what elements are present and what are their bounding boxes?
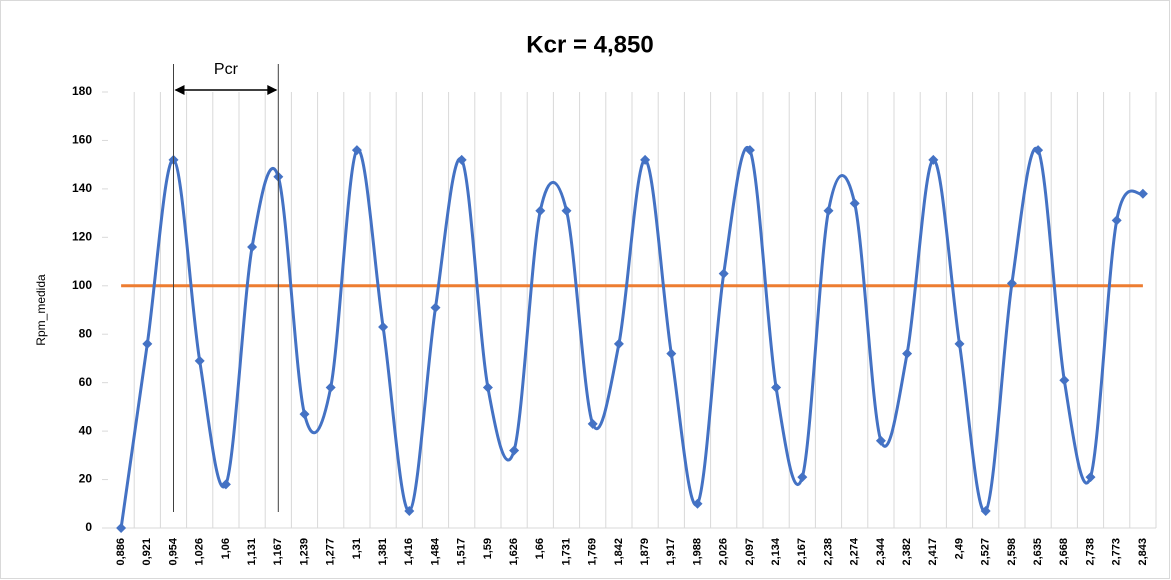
y-tick-label: 100 bbox=[72, 278, 92, 292]
marker bbox=[744, 145, 755, 156]
marker bbox=[561, 205, 572, 216]
x-tick-label: 2,635 bbox=[1032, 538, 1044, 566]
marker bbox=[325, 382, 336, 393]
marker bbox=[1059, 375, 1070, 386]
marker bbox=[116, 523, 127, 533]
marker bbox=[247, 242, 258, 253]
x-tick-label: 1,239 bbox=[298, 538, 310, 566]
x-tick-label: 1,59 bbox=[482, 538, 494, 559]
marker bbox=[299, 409, 310, 420]
y-tick-label: 80 bbox=[79, 326, 93, 340]
marker bbox=[640, 154, 651, 165]
x-tick-label: 0,921 bbox=[141, 538, 153, 566]
x-tick-label: 2,843 bbox=[1137, 538, 1149, 566]
x-tick-label: 2,598 bbox=[1006, 538, 1018, 566]
x-tick-label: 2,668 bbox=[1058, 538, 1070, 566]
marker bbox=[771, 382, 782, 393]
marker bbox=[980, 506, 991, 517]
series-line bbox=[119, 146, 1144, 529]
marker bbox=[797, 472, 808, 483]
x-tick-label: 1,842 bbox=[613, 538, 625, 566]
x-tick-label: 2,274 bbox=[849, 537, 861, 565]
x-tick-label: 2,167 bbox=[796, 538, 808, 566]
marker bbox=[587, 418, 598, 429]
marker bbox=[1033, 145, 1044, 156]
marker bbox=[430, 302, 441, 313]
marker bbox=[220, 479, 231, 490]
marker bbox=[404, 506, 415, 517]
x-tick-label: 2,238 bbox=[822, 538, 834, 566]
x-tick-label: 1,988 bbox=[691, 538, 703, 566]
marker bbox=[351, 145, 362, 156]
x-tick-label: 1,277 bbox=[325, 538, 337, 566]
y-tick-label: 140 bbox=[72, 181, 92, 195]
x-tick-label: 2,344 bbox=[875, 537, 887, 565]
marker bbox=[1111, 215, 1122, 226]
y-axis-label: Rpm_medida bbox=[34, 274, 48, 346]
marker bbox=[1085, 472, 1096, 483]
x-tick-label: 1,31 bbox=[351, 538, 363, 559]
y-tick-label: 0 bbox=[85, 520, 92, 534]
x-tick-label: 2,49 bbox=[953, 538, 965, 559]
y-tick-label: 180 bbox=[72, 84, 92, 98]
marker bbox=[535, 205, 546, 216]
marker bbox=[1006, 278, 1017, 289]
marker bbox=[718, 268, 729, 279]
y-tick-label: 120 bbox=[72, 230, 92, 244]
marker bbox=[823, 205, 834, 216]
x-tick-label: 1,626 bbox=[508, 538, 520, 566]
annotation: Pcr bbox=[214, 61, 239, 78]
x-tick-label: 1,416 bbox=[403, 538, 415, 566]
x-tick-label: 1,026 bbox=[194, 538, 206, 566]
x-tick-label: 2,417 bbox=[927, 538, 939, 566]
marker bbox=[954, 338, 965, 349]
x-tick-label: 1,484 bbox=[429, 537, 441, 565]
x-tick-label: 0,886 bbox=[115, 538, 127, 566]
x-tick-label: 1,517 bbox=[456, 538, 468, 566]
x-tick-label: 1,731 bbox=[560, 538, 572, 566]
x-tick-label: 1,769 bbox=[587, 538, 599, 566]
y-tick-label: 40 bbox=[79, 423, 93, 437]
x-tick-label: 2,026 bbox=[718, 538, 730, 566]
marker bbox=[875, 435, 886, 446]
y-tick-label: 60 bbox=[79, 375, 93, 389]
x-tick-label: 2,738 bbox=[1084, 538, 1096, 566]
arrow-head bbox=[174, 85, 185, 95]
marker bbox=[509, 445, 520, 456]
x-tick-label: 1,66 bbox=[534, 538, 546, 559]
y-tick-label: 160 bbox=[72, 133, 92, 147]
marker bbox=[849, 198, 860, 209]
marker bbox=[142, 338, 153, 349]
marker bbox=[482, 382, 493, 393]
marker bbox=[613, 338, 624, 349]
x-tick-label: 1,879 bbox=[639, 538, 651, 566]
marker bbox=[456, 154, 467, 165]
x-tick-label: 1,06 bbox=[220, 538, 232, 559]
x-tick-label: 0,954 bbox=[167, 537, 179, 565]
x-tick-label: 1,131 bbox=[246, 538, 258, 566]
marker bbox=[1137, 188, 1148, 199]
marker bbox=[902, 348, 913, 359]
x-tick-label: 1,917 bbox=[665, 538, 677, 566]
marker bbox=[194, 355, 205, 366]
chart-title: Kcr = 4,850 bbox=[526, 31, 653, 58]
marker bbox=[928, 154, 939, 165]
x-tick-label: 2,134 bbox=[770, 537, 782, 565]
x-tick-label: 2,773 bbox=[1111, 538, 1123, 566]
marker bbox=[692, 498, 703, 509]
marker bbox=[666, 348, 677, 359]
x-tick-label: 1,167 bbox=[272, 538, 284, 566]
x-tick-label: 2,382 bbox=[901, 538, 913, 566]
x-tick-label: 2,527 bbox=[980, 538, 992, 566]
x-tick-label: 2,097 bbox=[744, 538, 756, 566]
marker bbox=[378, 321, 389, 332]
x-tick-label: 1,381 bbox=[377, 538, 389, 566]
y-tick-label: 20 bbox=[79, 472, 93, 486]
arrow-head bbox=[267, 85, 278, 95]
